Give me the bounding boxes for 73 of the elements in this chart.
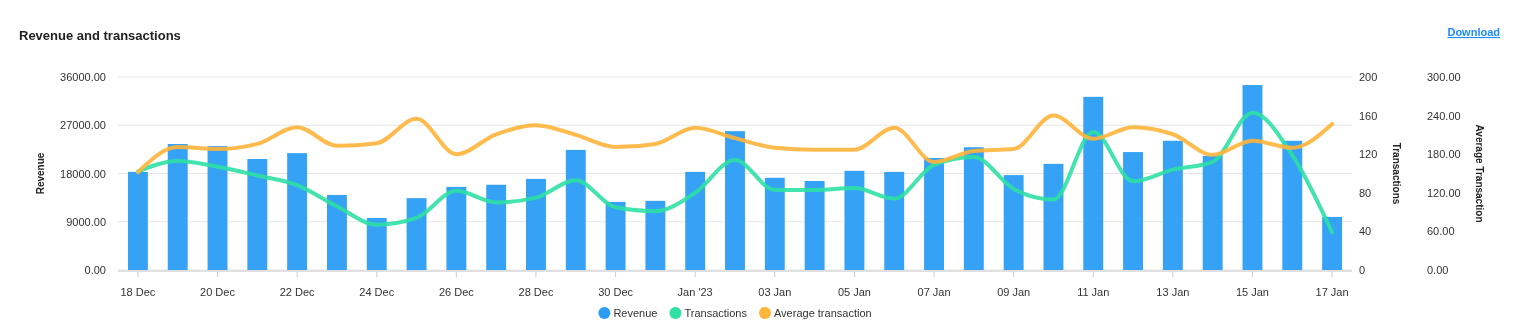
bar [725,131,745,270]
bar [366,218,387,270]
x-tick-label: 17 Jan [1315,286,1349,298]
y2-tick-label: 120 [1359,148,1378,161]
bar [1043,163,1064,270]
x-tick-label: 20 Dec [200,286,236,298]
bar [685,171,706,270]
x-tick-label: 11 Jan [1077,286,1110,298]
legend-label: Average transaction [773,307,872,319]
legend-label: Revenue [613,307,658,319]
x-tick-label: 28 Dec [518,286,554,298]
bar [1202,155,1223,270]
x-tick-label: 22 Dec [279,286,316,298]
line-series [135,113,1335,175]
bar [486,184,507,270]
y2-tick-label: 40 [1359,225,1372,238]
x-tick-label: 13 Jan [1156,286,1190,298]
bar [406,198,427,270]
bar [804,181,825,270]
x-tick-label: 05 Jan [837,286,871,298]
bar [1083,96,1104,270]
bar [127,171,148,270]
y-tick-label: 18000.00 [60,167,106,180]
bar [446,186,467,270]
bar [167,144,188,270]
x-tick-label: 03 Jan [758,286,792,298]
y2-tick-label: 80 [1359,186,1372,199]
x-tick-label: 30 Dec [598,286,634,298]
bar [963,147,984,270]
bar [1162,140,1183,270]
bar [884,171,905,270]
bar [924,157,944,270]
chart-title: Revenue and transactions [19,28,181,43]
y2-tick-label: 200 [1359,71,1378,83]
bar [526,178,546,270]
x-tick-label: 15 Jan [1235,286,1269,298]
x-tick-label: 24 Dec [359,286,395,298]
x-tick-label: 07 Jan [917,286,951,298]
bar [764,177,785,270]
x-tick-label: 26 Dec [438,286,475,298]
bar [565,149,586,270]
bar [287,153,308,270]
y-tick-label: 27000.00 [60,119,106,132]
y3-tick-label: 180.00 [1427,148,1461,161]
y-tick-label: 9000.00 [66,215,106,228]
y2-tick-label: 160 [1359,109,1378,122]
legend-label: Transactions [684,307,748,319]
bar [1123,152,1144,270]
line-series [135,110,1335,235]
bar [844,170,865,270]
x-tick-label: Jan '23 [677,286,713,298]
y3-tick-label: 240.00 [1427,109,1461,122]
bar [1003,175,1024,270]
x-tick-label: 18 Dec [120,286,156,298]
y2-axis-title: Transactions [1391,142,1402,205]
y-tick-label: 0.00 [84,264,106,276]
bar [326,194,347,270]
y3-tick-label: 0.00 [1427,264,1449,276]
bar [1242,85,1263,270]
bar [1322,216,1343,270]
bar [645,200,666,270]
bar [1282,140,1303,270]
y3-tick-label: 120.00 [1427,186,1461,199]
bar [247,159,268,270]
y3-axis-title: Average Transaction [1474,124,1485,223]
text: Download [1447,26,1500,38]
bar [605,201,626,270]
y3-tick-label: 60.00 [1427,225,1455,238]
y3-tick-label: 300.00 [1427,71,1461,83]
y-tick-label: 36000.00 [60,71,106,83]
x-tick-label: 09 Jan [997,286,1031,298]
y2-tick-label: 0 [1359,264,1366,276]
y-axis-title: Revenue [35,152,46,195]
